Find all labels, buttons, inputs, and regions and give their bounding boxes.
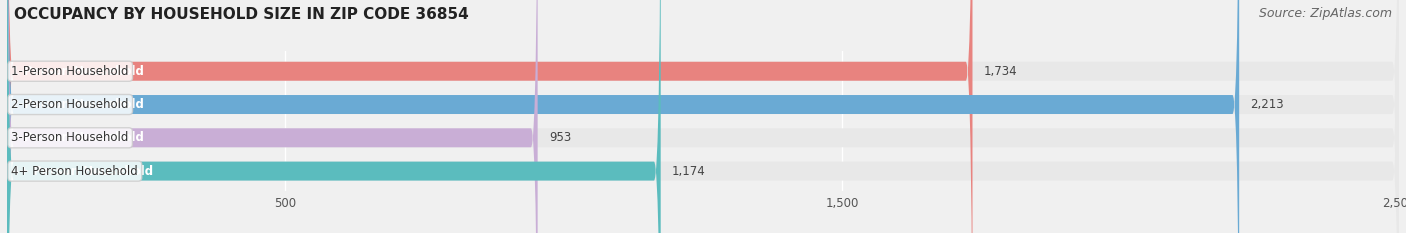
Text: 1,174: 1,174 (672, 164, 706, 178)
FancyBboxPatch shape (7, 0, 1239, 233)
FancyBboxPatch shape (7, 0, 1399, 233)
FancyBboxPatch shape (7, 0, 1399, 233)
Text: 4+ Person Household: 4+ Person Household (11, 164, 138, 178)
FancyBboxPatch shape (7, 0, 973, 233)
Text: 1,734: 1,734 (984, 65, 1017, 78)
Text: OCCUPANCY BY HOUSEHOLD SIZE IN ZIP CODE 36854: OCCUPANCY BY HOUSEHOLD SIZE IN ZIP CODE … (14, 7, 468, 22)
Text: 2-Person Household: 2-Person Household (11, 98, 145, 111)
FancyBboxPatch shape (7, 0, 537, 233)
Text: 953: 953 (548, 131, 571, 144)
Text: 3-Person Household: 3-Person Household (11, 131, 145, 144)
Text: 2,213: 2,213 (1250, 98, 1284, 111)
Text: 3-Person Household: 3-Person Household (11, 131, 129, 144)
Text: 1-Person Household: 1-Person Household (11, 65, 129, 78)
Text: 4+ Person Household: 4+ Person Household (11, 164, 153, 178)
FancyBboxPatch shape (7, 0, 1399, 233)
Text: 1-Person Household: 1-Person Household (11, 65, 145, 78)
FancyBboxPatch shape (7, 0, 661, 233)
FancyBboxPatch shape (7, 0, 1399, 233)
Text: 2-Person Household: 2-Person Household (11, 98, 129, 111)
Text: Source: ZipAtlas.com: Source: ZipAtlas.com (1258, 7, 1392, 20)
